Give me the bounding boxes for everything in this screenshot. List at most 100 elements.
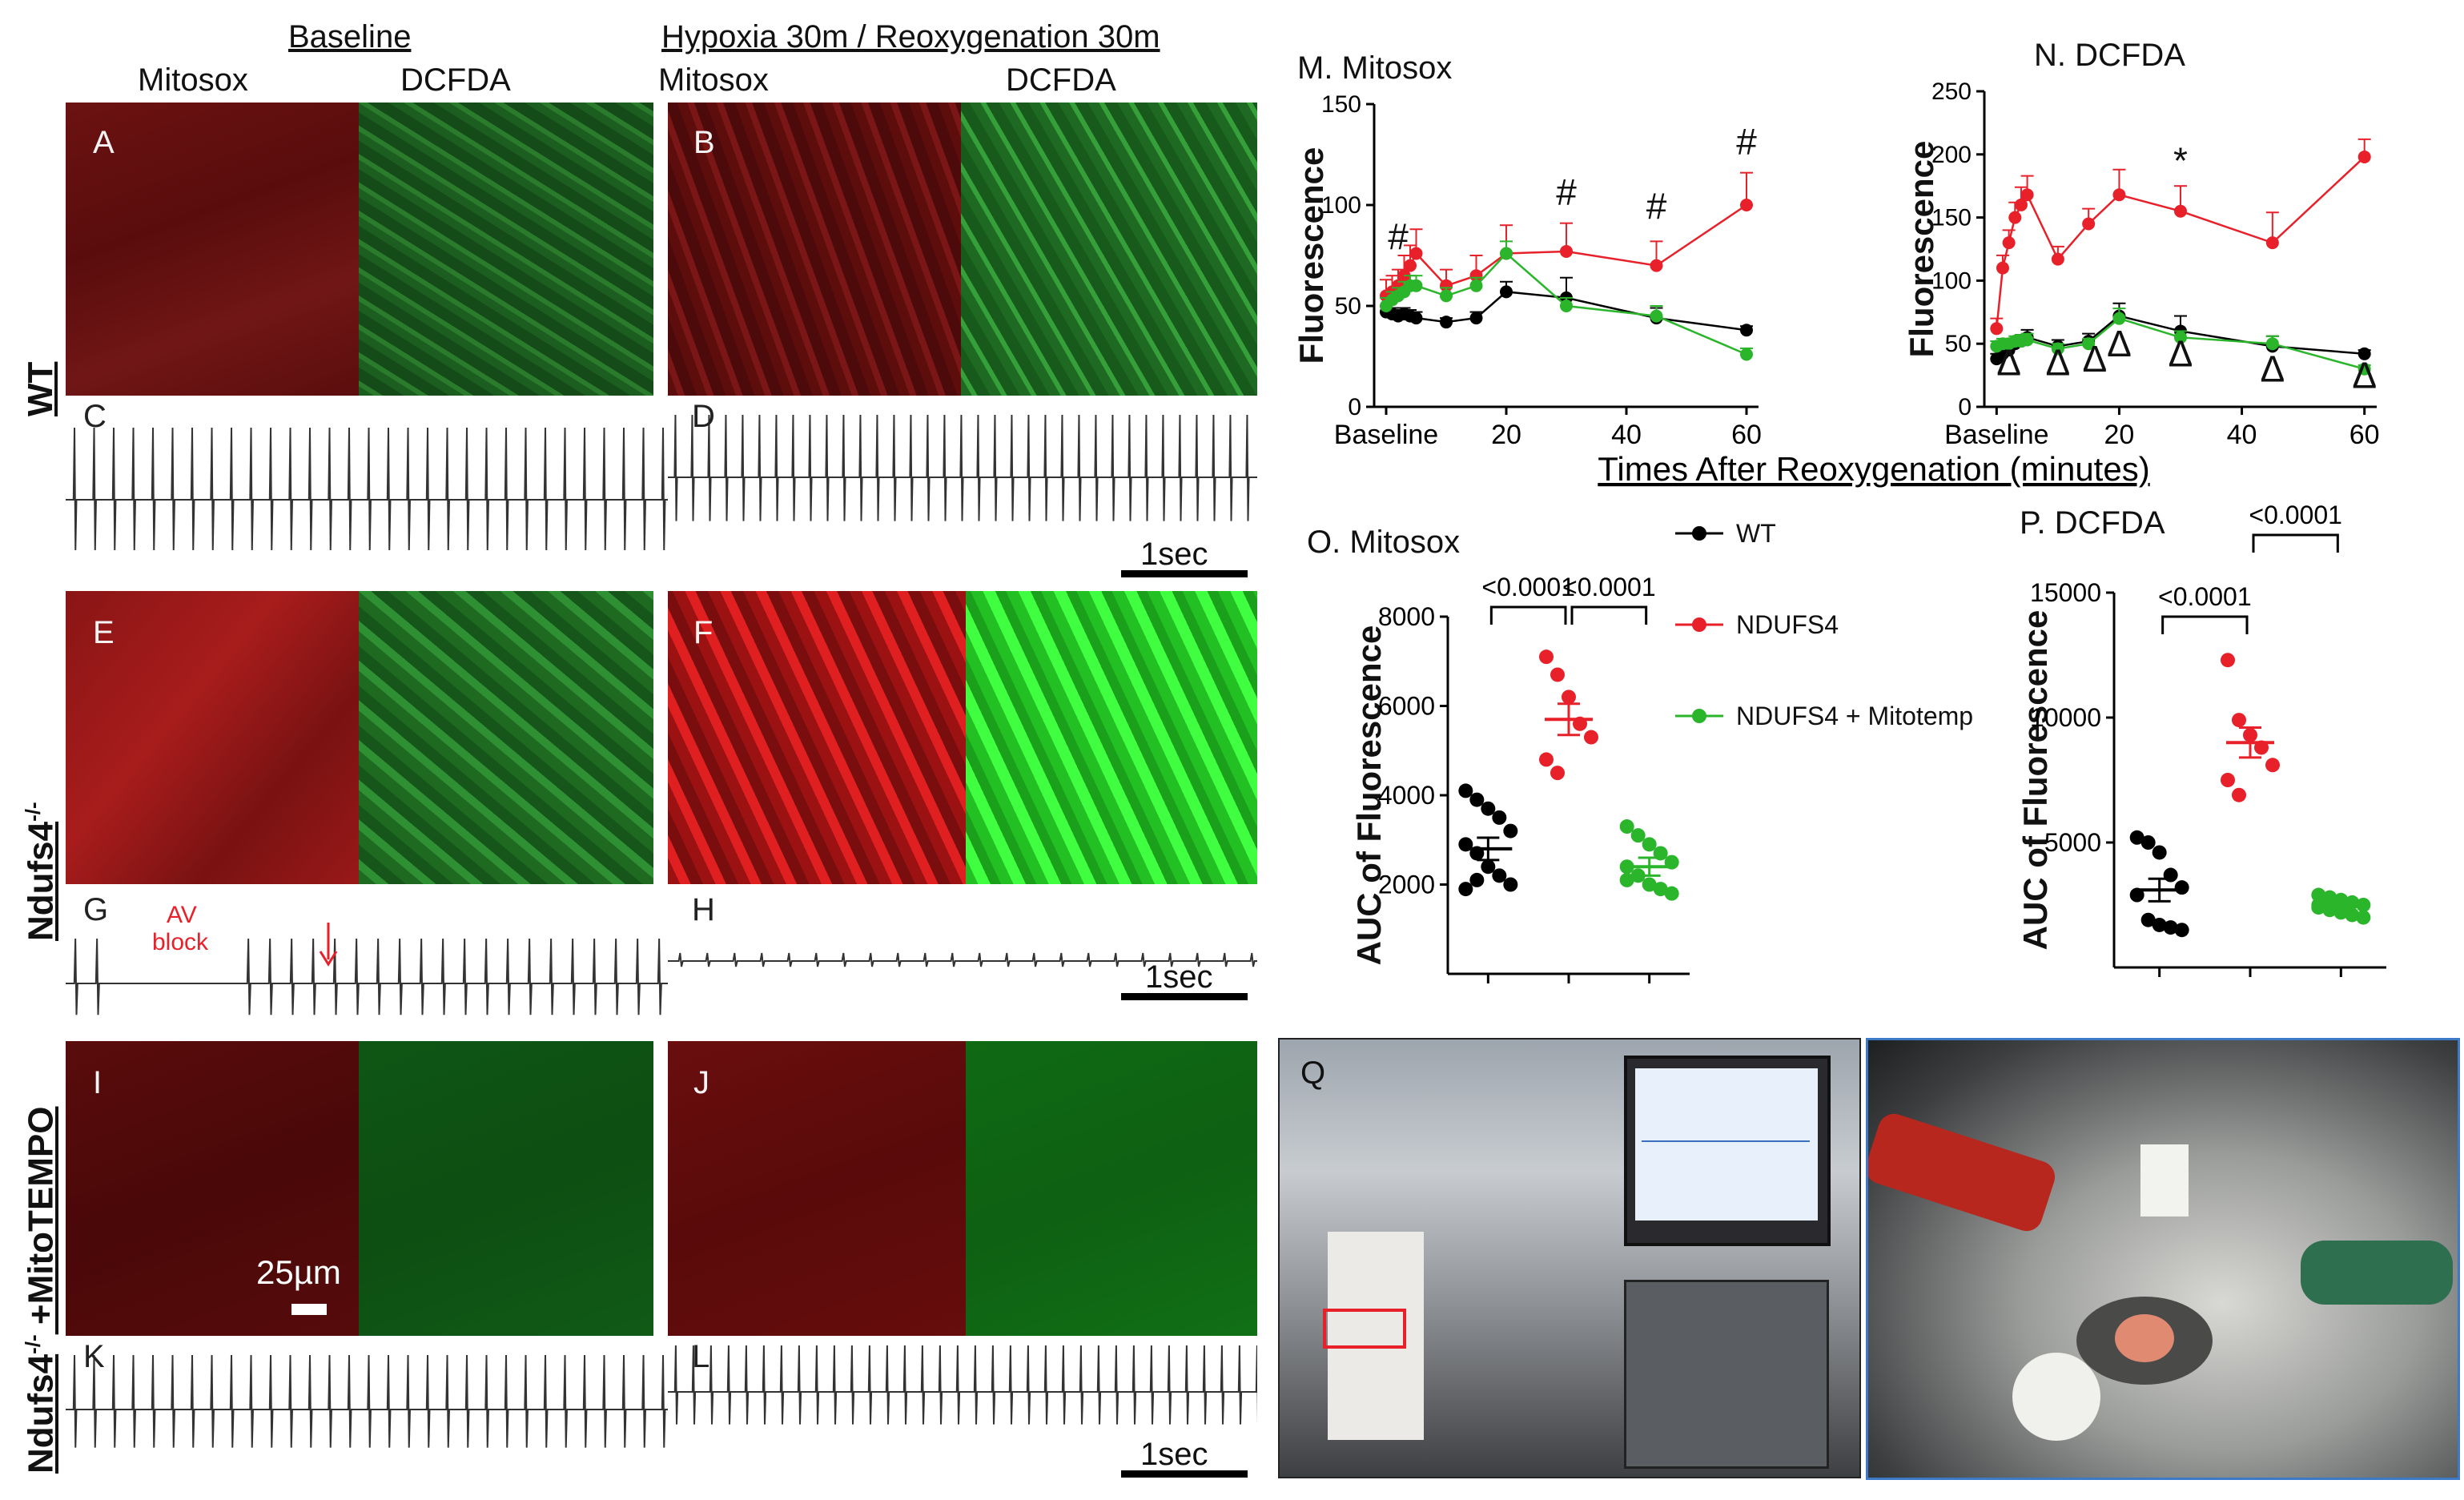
data-point <box>2232 787 2246 802</box>
row-label-ndufs4-text: Ndufs4 <box>21 821 61 941</box>
comparison-bracket <box>1570 605 1648 625</box>
data-point <box>2051 252 2064 266</box>
significance-marker: Δ <box>2082 338 2107 380</box>
red-electrode-cover <box>1868 1109 2060 1236</box>
chart-n-dcfda: N. DCFDA Fluorescence 0 50 100 150 200 250 Basel… <box>1598 38 2379 488</box>
data-point <box>1481 801 1496 816</box>
monitor-screen <box>1635 1068 1818 1221</box>
legend-swatch-dot <box>1692 526 1706 541</box>
one-sec-label-l: 1sec <box>1140 1437 1208 1472</box>
data-point <box>1492 810 1507 825</box>
data-point <box>1630 828 1646 843</box>
data-point <box>2020 188 2034 202</box>
data-point <box>1560 300 1573 312</box>
data-point <box>2152 845 2167 860</box>
micrograph-b-mitosox-wt-hr <box>668 103 961 396</box>
green-glove <box>2301 1241 2453 1305</box>
data-point <box>1740 348 1753 361</box>
one-sec-label-h: 1sec <box>1145 959 1213 995</box>
y-axis-label: AUC of Fluorescence <box>2016 610 2054 951</box>
ecg-trace-h <box>668 952 1257 967</box>
chart-title: P. DCFDA <box>2020 505 2165 541</box>
row-label-mitotempo-post: +MitoTEMPO <box>21 1106 61 1335</box>
row-label-mitotempo-sup: -/- <box>21 1334 45 1354</box>
header-dcfda-hr: DCFDA <box>1006 62 1116 98</box>
row-label-ndufs4-sup: -/- <box>21 802 45 822</box>
data-point <box>1481 859 1496 875</box>
y-tick-label: 50 <box>1945 331 1972 357</box>
comparison-bracket <box>1489 605 1567 625</box>
p-value-label: <0.0001 <box>1562 573 1656 601</box>
ecg-trace-l <box>668 1345 1257 1425</box>
data-point <box>2082 217 2096 231</box>
panel-letter-i: I <box>93 1065 102 1100</box>
header-mitosox-baseline: Mitosox <box>138 62 248 98</box>
data-point <box>1404 259 1417 272</box>
header-hypoxia-reoxygenation: Hypoxia 30m / Reoxygenation 30m <box>661 19 1160 54</box>
data-point <box>1440 289 1453 303</box>
time-scale-bar-d <box>1121 570 1248 577</box>
arrow-head-icon <box>319 951 338 967</box>
panel-letter-b: B <box>693 125 715 160</box>
chart-title: O. Mitosox <box>1307 525 1460 560</box>
data-point <box>2357 150 2371 163</box>
instrument-rack <box>1624 1280 1829 1469</box>
data-point <box>2140 835 2156 850</box>
panel-letter-f: F <box>693 615 713 650</box>
p-value-label: <0.0001 <box>1481 573 1575 601</box>
y-tick-label: 10000 <box>2030 703 2101 732</box>
shared-x-axis-label: Times After Reoxygenation (minutes) <box>1598 450 2149 488</box>
panel-letter-j: J <box>693 1065 709 1100</box>
data-point <box>2265 758 2280 773</box>
chart-m-mitosox: M. Mitosox Fluorescence 0 50 100 150 Baseline 2… <box>1292 50 1762 450</box>
panel-letter-k: K <box>83 1339 105 1374</box>
data-point <box>1409 312 1423 325</box>
data-point <box>1409 247 1423 260</box>
data-point <box>1560 244 1573 258</box>
data-point <box>1653 882 1668 897</box>
y-tick-label: 0 <box>1958 394 1972 420</box>
data-point <box>2174 331 2187 344</box>
significance-marker: Δ <box>2169 333 2193 375</box>
data-point <box>2129 830 2144 845</box>
data-point <box>1619 819 1634 834</box>
x-tick-label: Baseline <box>1334 420 1438 450</box>
legend-swatch-dot <box>1692 617 1706 632</box>
significance-marker: * <box>2173 139 2188 181</box>
panel-letter-q: Q <box>1300 1056 1326 1091</box>
data-point <box>2112 188 2126 202</box>
micrograph-i-dcfda-mitotempo-baseline <box>359 1041 653 1336</box>
data-point <box>1503 823 1518 838</box>
data-point <box>1630 868 1646 883</box>
monitor <box>1624 1056 1831 1246</box>
data-point <box>1500 247 1513 260</box>
data-point <box>2221 653 2235 668</box>
data-point <box>1619 872 1634 887</box>
x-tick-label: 20 <box>2104 420 2135 450</box>
data-point <box>1550 766 1565 781</box>
data-point <box>1996 261 2009 275</box>
legend-swatch-dot <box>1692 709 1706 723</box>
panel-letter-c: C <box>83 399 107 434</box>
data-point <box>1664 886 1679 901</box>
data-point <box>1469 312 1483 325</box>
comparison-bracket <box>2252 533 2339 553</box>
time-scale-bar-l <box>1121 1470 1248 1478</box>
y-tick-label: 0 <box>1348 394 1361 420</box>
photo-q-setup: Q <box>1278 1038 1861 1478</box>
header-baseline: Baseline <box>288 19 412 54</box>
y-tick-label: 15000 <box>2030 578 2101 607</box>
data-point <box>2152 917 2167 932</box>
data-point <box>1990 322 2004 336</box>
y-tick-label: 200 <box>1931 142 1972 168</box>
chart-title: N. DCFDA <box>2034 38 2185 73</box>
data-point <box>2002 236 2016 250</box>
y-axis-label: AUC of Fluorescence <box>1350 625 1388 966</box>
chamber <box>2076 1297 2213 1385</box>
charts-area: M. Mitosox Fluorescence 0 50 100 150 Baseline 2… <box>1292 38 2386 983</box>
y-axis-label: Fluorescence <box>1903 141 1940 358</box>
data-point <box>1539 649 1554 665</box>
y-tick-label: 6000 <box>1378 692 1435 721</box>
significance-marker: Δ <box>2260 348 2285 389</box>
